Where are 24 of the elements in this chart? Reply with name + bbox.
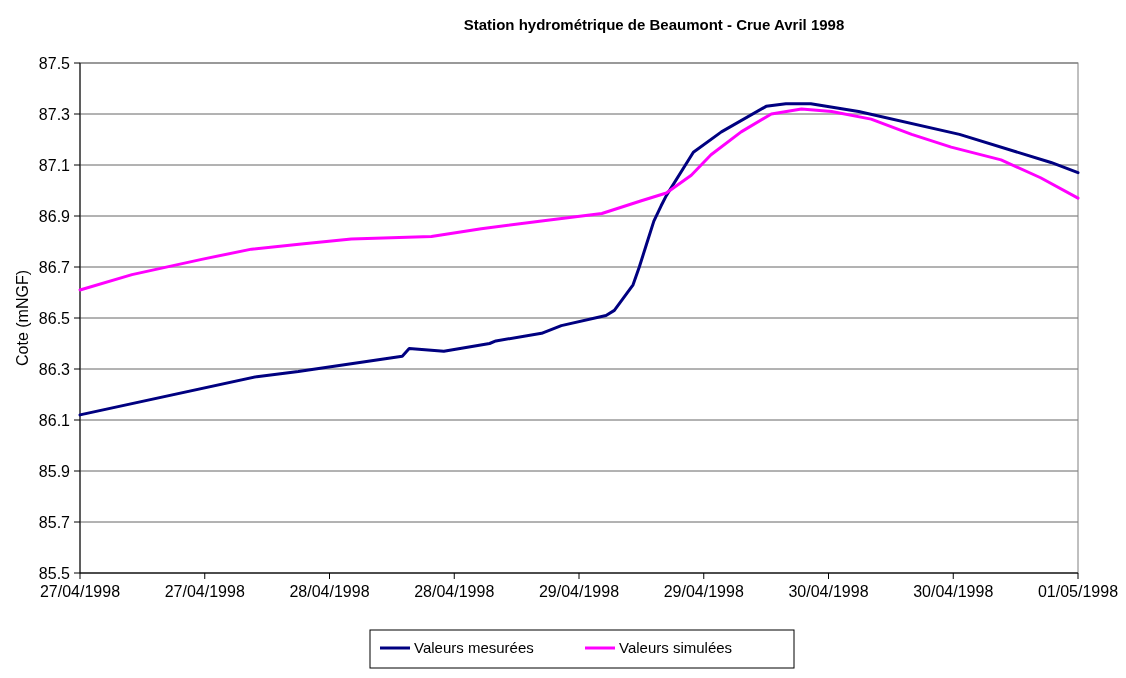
x-tick-label: 27/04/1998 [39, 583, 121, 600]
y-tick-label: 85.9 [38, 462, 71, 480]
x-tick-label: 27/04/1998 [164, 583, 245, 600]
y-tick-label: 85.5 [38, 564, 71, 582]
x-tick-label: 29/04/1998 [663, 583, 744, 600]
y-tick-label: 87.1 [38, 156, 71, 174]
chart-title: Station hydrométrique de Beaumont - Crue Avril 1998 [463, 16, 845, 33]
x-tick-label: 28/04/1998 [414, 583, 495, 600]
y-tick-label: 86.1 [38, 411, 71, 429]
x-tick-label: 30/04/1998 [913, 583, 994, 600]
y-tick-label: 87.5 [38, 54, 71, 72]
y-tick-label: 87.3 [38, 105, 71, 123]
legend-label: Valeurs simulées [619, 639, 733, 657]
x-tick-label: 01/05/1998 [1037, 583, 1119, 600]
x-tick-label: 28/04/1998 [289, 583, 370, 600]
y-tick-label: 86.5 [38, 309, 71, 327]
y-tick-label: 86.7 [38, 258, 71, 276]
y-tick-label: 86.9 [38, 207, 71, 225]
legend-label: Valeurs mesurées [414, 639, 534, 657]
y-tick-label: 86.3 [38, 360, 71, 378]
x-tick-label: 29/04/1998 [538, 583, 620, 600]
y-axis-title: Cote (mNGF) [14, 270, 31, 366]
x-tick-label: 30/04/1998 [788, 583, 869, 600]
y-tick-label: 85.7 [38, 513, 71, 531]
